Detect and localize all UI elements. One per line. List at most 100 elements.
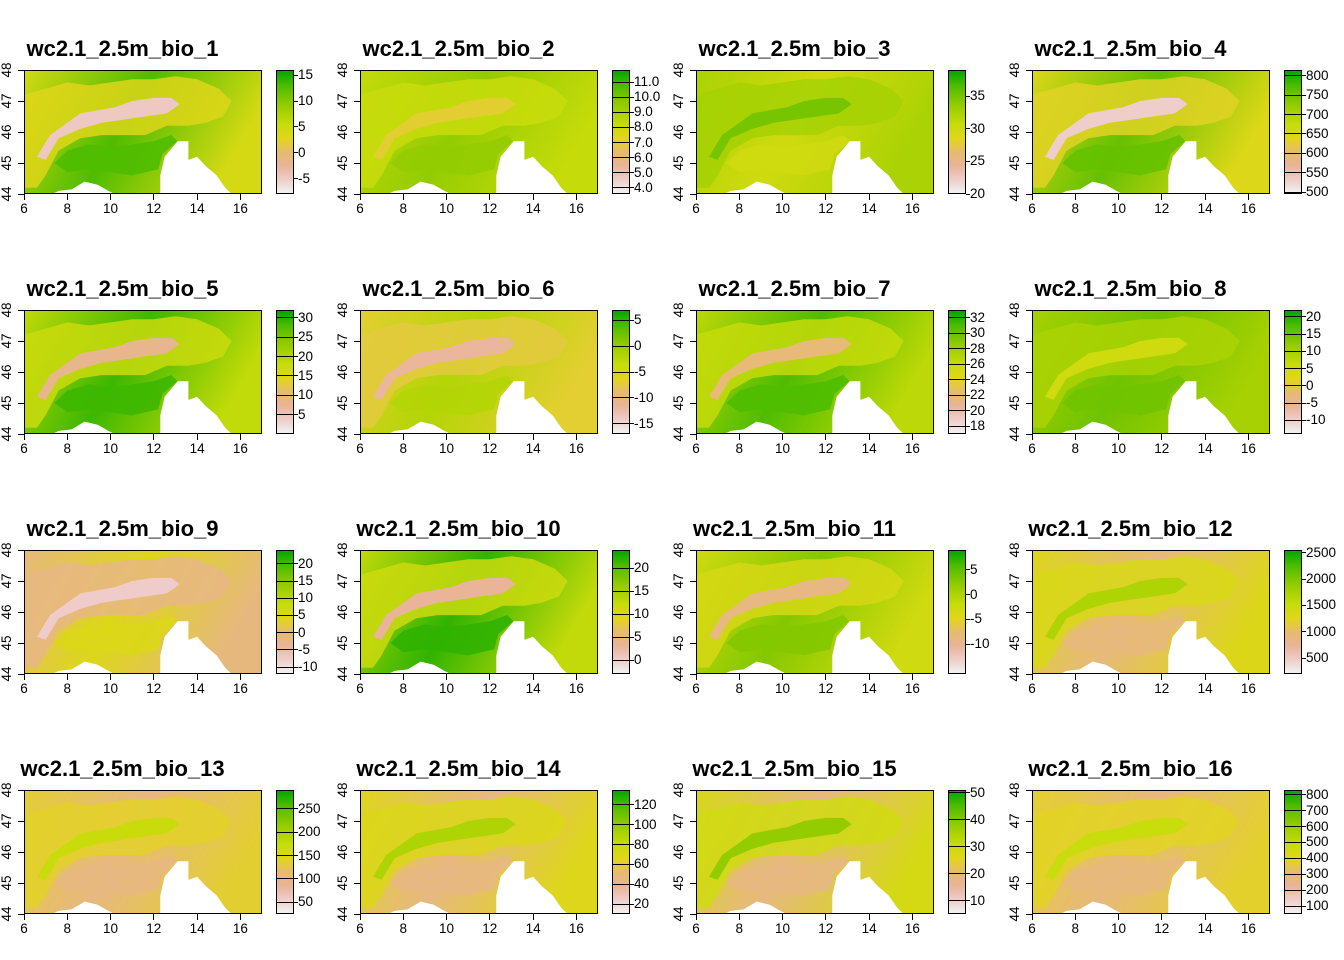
legend-tick-mark <box>294 614 298 616</box>
po-plain-region <box>54 615 178 656</box>
y-tick-label: 46 <box>1007 124 1022 140</box>
legend-class-break <box>1284 385 1302 387</box>
po-plain-region <box>54 375 178 416</box>
alps-high-region <box>373 97 516 160</box>
y-tick-label: 44 <box>671 906 686 922</box>
y-tick-label: 47 <box>1007 93 1022 109</box>
legend-class-break <box>612 636 630 638</box>
legend-tick-label: 100 <box>1306 898 1329 914</box>
x-tick-label: 8 <box>1071 201 1080 216</box>
adriatic-sea <box>160 621 232 674</box>
x-tick-label: 12 <box>818 441 834 456</box>
y-tick-mark <box>1026 340 1032 342</box>
x-tick-label: 16 <box>232 201 248 216</box>
x-tick-label: 10 <box>775 201 791 216</box>
legend-tick-label: 1000 <box>1306 623 1337 639</box>
x-tick-label: 16 <box>568 681 584 696</box>
legend-tick-mark <box>630 423 634 425</box>
x-tick-label: 6 <box>1028 921 1036 936</box>
adriatic-sea <box>832 861 904 914</box>
x-tick-label: 12 <box>146 681 162 696</box>
legend-class-break <box>276 632 294 634</box>
alps-high-region <box>37 97 180 160</box>
legend-tick-label: 300 <box>1306 866 1329 882</box>
y-tick-label: 47 <box>671 573 686 589</box>
raster-map-svg <box>1032 790 1270 914</box>
x-tick-mark <box>153 914 155 920</box>
x-tick-mark <box>782 914 784 920</box>
legend-tick-label: 2000 <box>1306 571 1337 587</box>
x-tick-mark <box>1074 194 1076 200</box>
y-tick-label: 47 <box>0 93 14 109</box>
x-tick-mark <box>153 434 155 440</box>
legend-class-break <box>276 375 294 377</box>
y-tick-mark <box>354 309 360 311</box>
map-panel: wc2.1_2.5m_bio_10 6 8 10 12 14 16 44 45 46 47 48 20 1… <box>335 480 672 720</box>
legend-tick-label: 600 <box>1306 145 1329 161</box>
map-panel: wc2.1_2.5m_bio_5 6 8 10 12 14 16 44 45 46 47 48 30 25… <box>0 240 336 480</box>
legend-class-break <box>1284 368 1302 370</box>
x-tick-mark <box>1204 434 1206 440</box>
legend-tick-label: 500 <box>1306 184 1329 200</box>
legend-tick-mark <box>966 425 970 427</box>
x-tick-mark <box>738 674 740 680</box>
y-tick-mark <box>354 913 360 915</box>
x-tick-label: 16 <box>904 441 920 456</box>
legend-tick-label: 4.0 <box>634 179 653 195</box>
y-tick-mark <box>690 193 696 195</box>
x-tick-mark <box>1031 194 1033 200</box>
x-tick-mark <box>153 194 155 200</box>
legend-colorbar <box>1284 790 1302 914</box>
ligurian-sea <box>388 901 451 914</box>
y-tick-label: 46 <box>335 604 350 620</box>
legend-tick-label: -10 <box>298 659 318 675</box>
legend-tick-label: 30 <box>970 120 986 136</box>
raster-map-svg <box>360 310 598 434</box>
legend-tick-mark <box>630 371 634 373</box>
x-tick-label: 14 <box>1197 681 1213 696</box>
adriatic-sea <box>832 621 904 674</box>
legend-class-break <box>1284 94 1302 96</box>
y-tick-mark <box>1026 162 1032 164</box>
legend-tick-mark <box>966 594 970 596</box>
x-tick-mark <box>446 434 448 440</box>
y-tick-mark <box>18 913 24 915</box>
alps-high-region <box>37 337 180 400</box>
legend-tick-label: 5 <box>298 118 306 134</box>
legend-tick-label: 28 <box>970 340 986 356</box>
y-tick-mark <box>690 69 696 71</box>
y-tick-mark <box>1026 193 1032 195</box>
y-tick-mark <box>354 371 360 373</box>
x-tick-mark <box>575 914 577 920</box>
y-tick-mark <box>690 673 696 675</box>
legend-tick-label: 0 <box>634 338 642 354</box>
adriatic-sea <box>496 141 568 194</box>
po-plain-region <box>390 855 514 896</box>
legend-tick-mark <box>294 414 298 416</box>
legend-tick-mark <box>966 618 970 620</box>
legend-class-break <box>276 317 294 319</box>
legend-tick-label: -15 <box>634 415 654 431</box>
x-tick-label: 10 <box>439 201 455 216</box>
x-tick-label: 6 <box>1028 681 1036 696</box>
y-tick-label: 48 <box>0 62 14 78</box>
legend-tick-mark <box>1302 794 1306 796</box>
x-tick-label: 12 <box>146 201 162 216</box>
legend-tick-mark <box>1302 402 1306 404</box>
legend-tick-label: 11.0 <box>634 74 660 90</box>
legend-tick-mark <box>1302 631 1306 633</box>
legend-tick-label: 0 <box>1306 377 1314 393</box>
x-tick-mark <box>110 434 112 440</box>
y-tick-label: 47 <box>0 333 14 349</box>
x-tick-mark <box>196 434 198 440</box>
legend-tick-label: 250 <box>298 800 321 816</box>
alps-high-region <box>1045 97 1188 160</box>
panel-title: wc2.1_2.5m_bio_15 <box>692 756 897 781</box>
adriatic-sea <box>1168 621 1240 674</box>
y-tick-mark <box>18 69 24 71</box>
x-tick-mark <box>489 434 491 440</box>
raster-map-svg <box>1032 70 1270 194</box>
legend-class-break <box>1284 191 1302 193</box>
legend-tick-label: 750 <box>1306 87 1329 103</box>
legend-tick-label: 20 <box>970 402 986 418</box>
